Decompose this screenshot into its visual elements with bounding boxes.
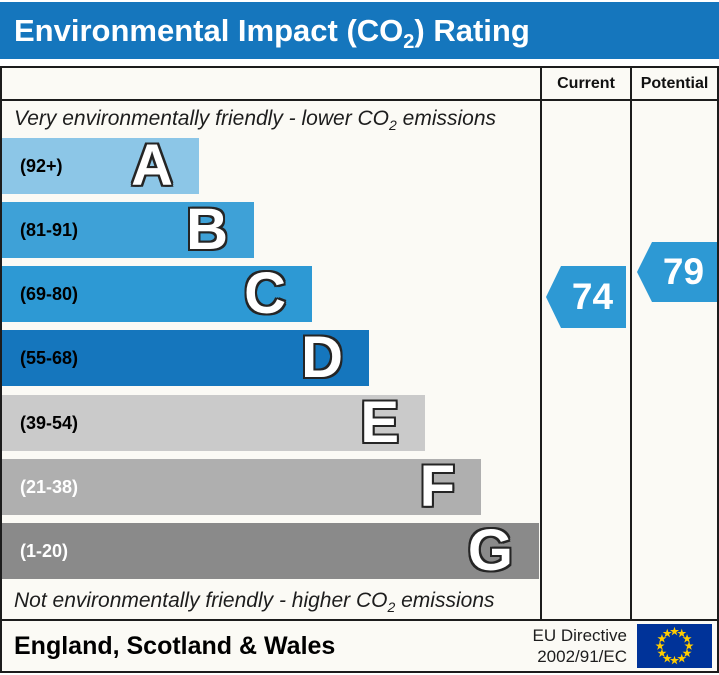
band-letter: E [360, 390, 399, 455]
band-f: (21-38) F [2, 454, 481, 519]
top-note-pre: Very environmentally friendly - lower CO [14, 107, 390, 130]
band-range-label: (21-38) [20, 476, 79, 497]
current-column-divider [540, 66, 542, 622]
band-b: (81-91) B [2, 197, 254, 262]
eu-directive-line2: 2002/91/EC [537, 647, 627, 666]
chart-title-bar: Environmental Impact (CO2) Rating [0, 2, 719, 59]
band-e: (39-54) E [2, 390, 425, 455]
band-range-label: (81-91) [20, 219, 79, 240]
footer-bar [0, 619, 719, 673]
band-letter: D [301, 325, 343, 390]
band-range-label: (55-68) [20, 347, 79, 368]
top-note-subscript: 2 [389, 117, 397, 134]
bottom-note-post: emissions [395, 589, 495, 612]
eu-directive-line1: EU Directive [532, 626, 627, 645]
bottom-note: Not environmentally friendly - higher CO… [14, 589, 495, 616]
chart-title-pre: Environmental Impact (CO [14, 12, 404, 48]
band-g: (1-20) G [2, 518, 539, 583]
region-label: England, Scotland & Wales [14, 631, 336, 660]
band-range-label: (39-54) [20, 412, 79, 433]
band-range-label: (92+) [20, 155, 63, 176]
band-a: (92+) A [2, 133, 199, 198]
band-range-label: (69-80) [20, 283, 79, 304]
eu-flag-icon [637, 624, 712, 668]
chart-title-post: ) Rating [414, 12, 530, 48]
band-letter: F [419, 454, 455, 519]
band-letter: B [186, 197, 228, 262]
bottom-note-subscript: 2 [387, 599, 396, 616]
potential-column-divider [630, 66, 632, 622]
band-letter: G [467, 518, 513, 583]
top-note: Very environmentally friendly - lower CO… [14, 107, 497, 134]
column-header-potential: Potential [640, 74, 709, 92]
top-note-post: emissions [396, 107, 497, 130]
band-range-label: (1-20) [20, 540, 69, 561]
current-rating-arrow: 74 [546, 266, 626, 328]
header-row-divider [0, 99, 719, 101]
band-letter: C [244, 261, 286, 326]
column-header-current: Current [557, 74, 615, 92]
eu-directive-label: EU Directive 2002/91/EC [533, 619, 627, 673]
band-c: (69-80) C [2, 261, 312, 326]
chart-title: Environmental Impact (CO2) Rating [0, 12, 530, 52]
band-d: (55-68) D [2, 325, 369, 390]
chart-title-subscript: 2 [403, 30, 415, 53]
band-letter: A [131, 133, 173, 198]
potential-rating-arrow: 79 [637, 242, 717, 302]
bottom-note-pre: Not environmentally friendly - higher CO [14, 589, 388, 612]
